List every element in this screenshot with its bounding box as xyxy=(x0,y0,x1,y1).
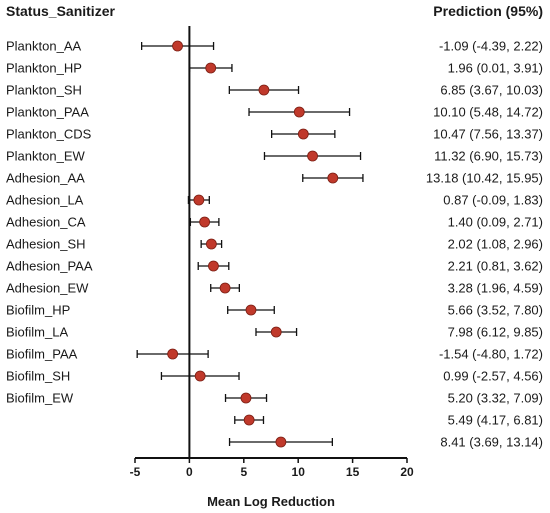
prediction-label: 13.18 (10.42, 15.95) xyxy=(426,171,543,186)
estimate-point xyxy=(243,414,255,426)
x-tick-label: 5 xyxy=(240,465,247,479)
estimate-point xyxy=(208,260,219,272)
prediction-label: 10.47 (7.56, 13.37) xyxy=(433,127,543,142)
x-tick-label: 0 xyxy=(186,465,193,479)
prediction-label: 8.41 (3.69, 13.14) xyxy=(440,435,543,450)
row-label: Adhesion_PAA xyxy=(6,259,93,274)
row-label: Plankton_PAA xyxy=(6,105,89,120)
prediction-label: -1.09 (-4.39, 2.22) xyxy=(439,39,543,54)
estimate-point xyxy=(240,392,252,404)
row-label: Adhesion_CA xyxy=(6,215,86,230)
estimate-point xyxy=(172,40,183,52)
row-label: Adhesion_LA xyxy=(6,193,84,208)
prediction-label: 3.28 (1.96, 4.59) xyxy=(448,281,543,296)
estimate-point xyxy=(327,172,339,184)
row-label: Plankton_SH xyxy=(6,83,82,98)
prediction-label: 7.98 (6.12, 9.85) xyxy=(448,325,543,340)
prediction-label: 0.99 (-2.57, 4.56) xyxy=(443,369,543,384)
x-tick-label: -5 xyxy=(130,465,141,479)
estimate-point xyxy=(205,62,217,74)
row-label: Biofilm_HP xyxy=(6,303,70,318)
prediction-label: 1.96 (0.01, 3.91) xyxy=(448,61,543,76)
x-tick-label: 20 xyxy=(400,465,414,479)
estimate-point xyxy=(297,128,309,140)
prediction-header: Prediction (95%) xyxy=(433,3,543,19)
estimate-point xyxy=(199,216,211,228)
estimate-point xyxy=(275,436,287,448)
plot-area: -5 0 5 10 15 20 Plankton_AA -1.09 (-4.39, 2.22)… xyxy=(6,26,543,479)
x-tick-label: 15 xyxy=(346,465,360,479)
row-label: Plankton_HP xyxy=(6,61,82,76)
estimate-point xyxy=(258,84,270,96)
prediction-label: 6.85 (3.67, 10.03) xyxy=(440,83,543,98)
row-header: Status_Sanitizer xyxy=(6,3,115,19)
row-label: Biofilm_SH xyxy=(6,369,70,384)
x-tick-label: 10 xyxy=(292,465,306,479)
prediction-label: 2.02 (1.08, 2.96) xyxy=(448,237,543,252)
estimate-point xyxy=(270,326,282,338)
prediction-label: 5.66 (3.52, 7.80) xyxy=(448,303,543,318)
prediction-label: 0.87 (-0.09, 1.83) xyxy=(443,193,543,208)
estimate-point xyxy=(293,106,305,118)
row-label: Adhesion_SH xyxy=(6,237,86,252)
prediction-label: 5.20 (3.32, 7.09) xyxy=(448,391,543,406)
row-label: Biofilm_EW xyxy=(6,391,74,406)
row-label: Plankton_AA xyxy=(6,39,81,54)
row-label: Biofilm_LA xyxy=(6,325,68,340)
x-axis-title: Mean Log Reduction xyxy=(207,494,335,509)
prediction-label: 5.49 (4.17, 6.81) xyxy=(448,413,543,428)
prediction-label: 10.10 (5.48, 14.72) xyxy=(433,105,543,120)
prediction-label: 2.21 (0.81, 3.62) xyxy=(448,259,543,274)
estimate-point xyxy=(245,304,257,316)
row-label: Plankton_EW xyxy=(6,149,85,164)
row-label: Adhesion_AA xyxy=(6,171,85,186)
row-label: Plankton_CDS xyxy=(6,127,92,142)
prediction-label: 1.40 (0.09, 2.71) xyxy=(448,215,543,230)
prediction-label: 11.32 (6.90, 15.73) xyxy=(434,149,543,164)
estimate-point xyxy=(194,370,206,382)
estimate-point xyxy=(219,282,231,294)
estimate-point xyxy=(167,348,179,360)
estimate-point xyxy=(205,238,217,250)
row-label: Biofilm_PAA xyxy=(6,347,78,362)
row-label: Adhesion_EW xyxy=(6,281,89,296)
prediction-label: -1.54 (-4.80, 1.72) xyxy=(439,347,543,362)
estimate-point xyxy=(307,150,318,162)
estimate-point xyxy=(193,194,205,206)
